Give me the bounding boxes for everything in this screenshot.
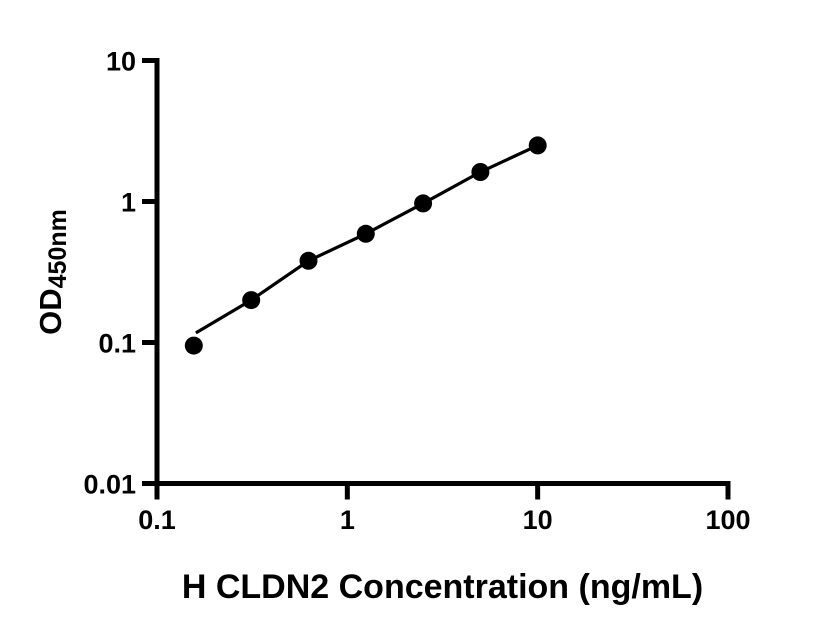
x-tick-label-100: 100 — [705, 505, 750, 535]
data-point-5 — [414, 194, 433, 213]
x-tick-label-10: 10 — [523, 505, 553, 535]
data-point-7 — [528, 136, 547, 155]
y-tick-label-0.1: 0.1 — [98, 329, 136, 359]
x-tick-label-1: 1 — [340, 505, 355, 535]
y-tick-label-10: 10 — [106, 47, 136, 77]
x-axis-title: H CLDN2 Concentration (ng/mL) — [182, 568, 703, 606]
y-axis-title-main: OD — [33, 288, 68, 335]
y-tick-label-1: 1 — [121, 188, 136, 218]
x-tick-label-0.1: 0.1 — [138, 505, 176, 535]
data-points-group — [184, 136, 547, 355]
data-point-2 — [242, 291, 261, 310]
y-axis-title-subscript: 450nm — [44, 209, 72, 288]
series-layer — [184, 136, 547, 355]
data-point-4 — [356, 224, 375, 243]
data-point-3 — [299, 251, 318, 270]
y-axis-title: OD450nm — [33, 209, 72, 335]
data-point-1 — [184, 336, 203, 355]
y-tick-label-0.01: 0.01 — [83, 470, 136, 500]
data-point-6 — [471, 163, 490, 181]
